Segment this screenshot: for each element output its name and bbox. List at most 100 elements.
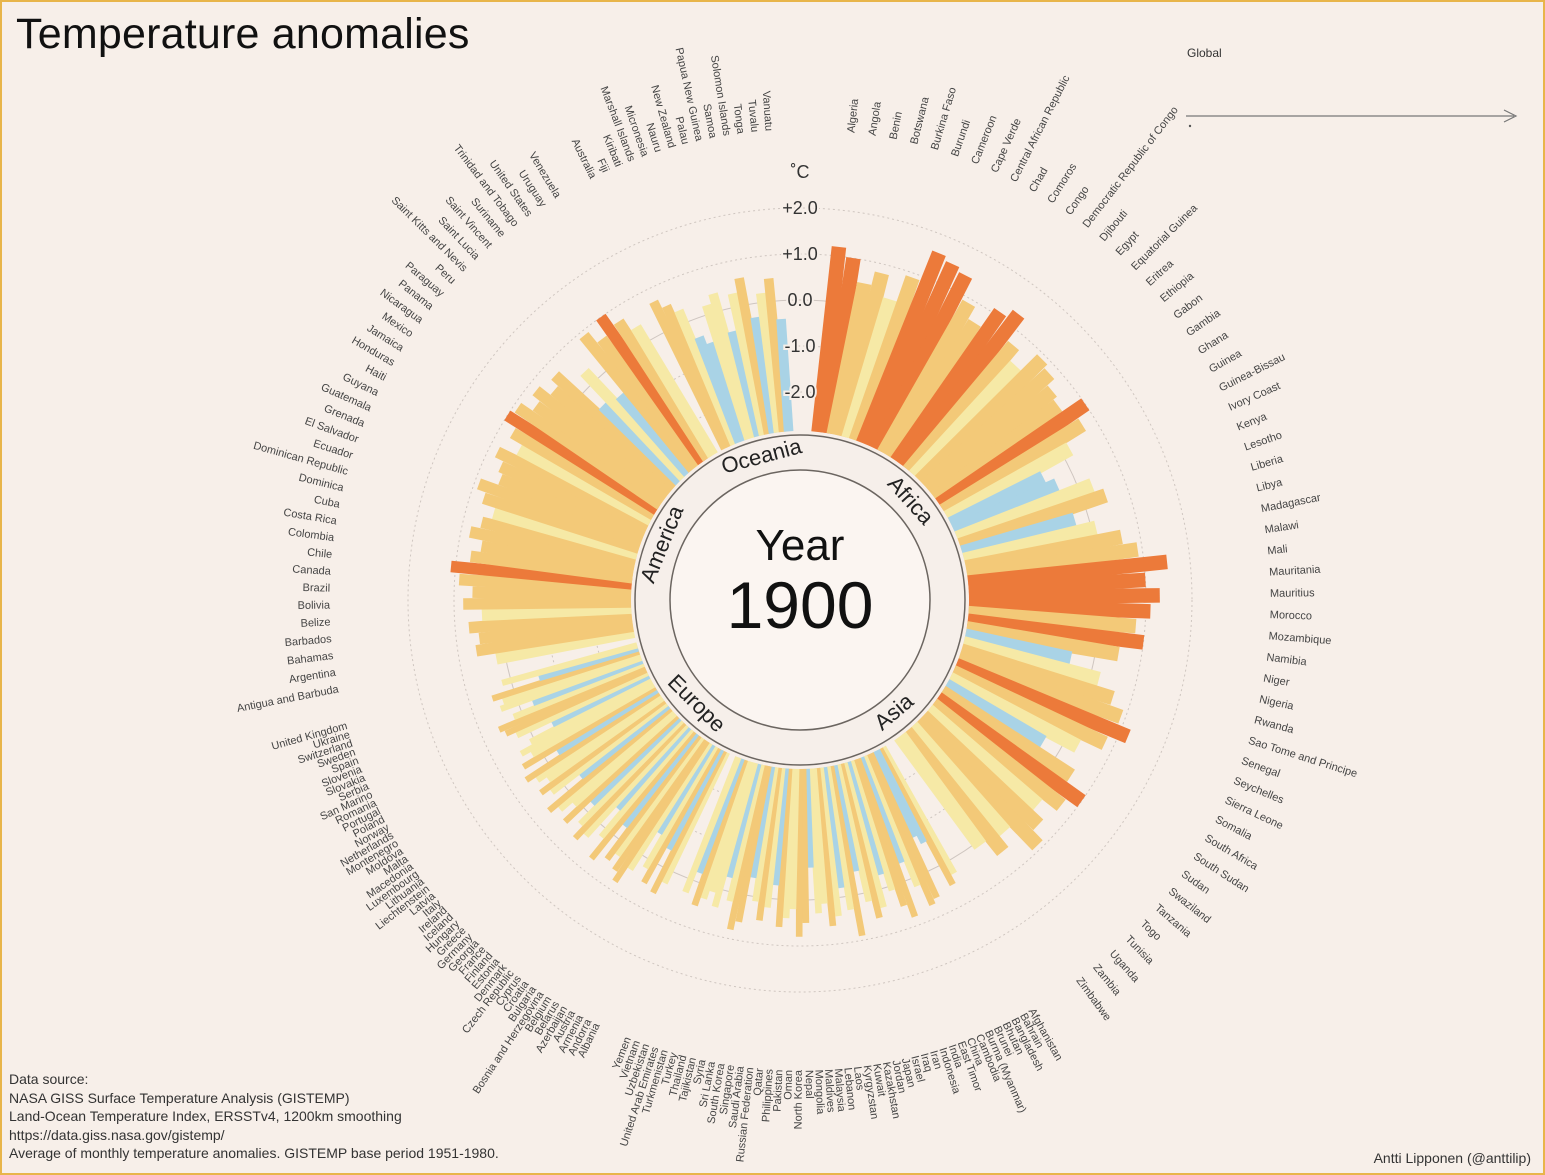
bar-asia [877,747,956,887]
bar-asia [854,757,919,918]
bar-europe [538,645,639,682]
bar-asia [817,767,842,917]
bar-africa [951,478,1061,538]
page-title: Temperature anomalies [16,10,470,58]
bar-asia [691,758,748,907]
bar-america [475,620,634,657]
bar-asia [775,768,793,928]
bar-africa [900,726,1009,856]
bar-europe [512,661,645,720]
bar-africa [863,261,960,450]
bar-asia [726,762,762,879]
bar-africa [968,588,1160,606]
bar-africa [962,520,1098,568]
bar-europe [642,744,719,870]
scale-tick-label: -1.0 [784,336,815,356]
country-label: Pakistan [772,1069,786,1112]
bar-europe [661,751,730,885]
bar-europe [656,743,716,835]
bar-oceania [734,277,774,435]
source-line: NASA GISS Surface Temperature Analysis (… [9,1089,350,1106]
bar-europe [556,687,659,756]
country-label: Libya [1255,476,1284,494]
bar-africa [967,554,1168,590]
bar-africa [811,246,847,433]
bar-africa [909,360,1021,481]
bar-america [481,492,641,554]
bar-africa [925,385,1057,498]
bar-america [481,602,632,621]
bar-africa [906,721,1011,837]
bar-america [463,596,632,610]
country-label: Botswana [908,95,932,146]
bar-asia [851,758,908,907]
bar-europe [524,690,661,783]
data-source-notes: Data source: NASA GISS Surface Temperatu… [9,1070,499,1163]
bar-europe [604,733,702,861]
bar-asia [830,764,860,872]
bar-europe [615,725,692,811]
bar-europe [583,723,689,838]
bar-europe [578,718,684,827]
bar-america [495,626,636,665]
country-label: Mauritius [1270,587,1315,600]
bar-europe [622,731,699,829]
bar-america [504,410,661,515]
bar-america [514,402,664,510]
country-label: Vanuatu [760,91,775,132]
bar-africa [960,512,1077,560]
bar-africa [920,368,1055,492]
country-label: Lesotho [1243,429,1284,453]
bar-asia [752,766,779,902]
bar-oceania [776,318,794,432]
bar-europe [521,684,657,770]
bar-america [580,367,689,482]
global-label: Global [1187,46,1222,60]
global-timeline-arrowhead [1503,109,1518,123]
bar-africa [966,542,1139,583]
bar-oceania [702,303,754,441]
bar-africa [933,692,1086,808]
bar-asia [735,765,772,923]
country-label: Algeria [845,97,861,133]
bar-africa [877,299,976,457]
bar-europe [550,701,669,795]
bar-america [532,401,668,505]
bar-america [516,444,654,526]
country-label: Chile [307,547,333,561]
source-link[interactable]: https://data.giss.nasa.gov/gistemp/ [9,1126,225,1143]
bar-asia [820,766,845,889]
bar-europe [558,708,675,812]
bar-oceania [727,292,769,436]
bar-asia [700,759,752,900]
bar-africa [856,250,946,446]
bar-oceania [763,278,789,433]
country-label: Mali [1267,543,1288,557]
bar-oceania [705,341,749,443]
bar-asia [696,757,745,875]
bar-africa [937,685,1075,782]
bar-europe [546,695,665,783]
country-label: Antigua and Barbuda [236,683,341,715]
bar-america [596,313,708,466]
country-label: Iran [927,1049,944,1071]
bar-asia [847,760,896,892]
country-label: Tonga [731,103,747,135]
bar-america [458,573,632,596]
bar-europe [650,749,727,895]
bar-asia [682,756,742,894]
country-label: Benin [888,111,905,141]
country-label: Syria [691,1058,708,1086]
scale-tick-label: 0.0 [787,290,812,310]
bar-asia [789,768,800,910]
bar-africa [883,318,981,461]
bar-america [509,428,657,521]
country-label: Malawi [1264,519,1300,536]
bar-america [532,386,672,500]
country-label: Canada [292,564,332,578]
country-label: Fiji [594,157,611,175]
bar-asia [867,752,940,900]
country-label: Maldives [822,1069,837,1114]
bar-asia [756,767,783,921]
bar-oceania [649,299,730,451]
